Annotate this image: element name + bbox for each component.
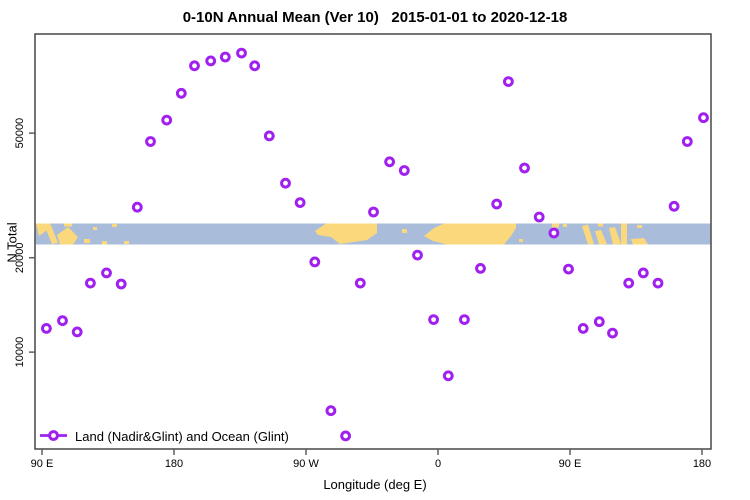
data-point [41, 323, 52, 334]
data-point [325, 405, 337, 417]
y-tick-label: 20000 [14, 242, 26, 273]
x-tick-label: 180 [165, 458, 183, 470]
data-point [459, 314, 470, 326]
data-point [548, 227, 560, 239]
data-point [131, 201, 143, 213]
data-point [354, 277, 366, 289]
y-tick-label: 50000 [14, 118, 26, 149]
data-point [681, 136, 693, 147]
data-point [368, 206, 379, 218]
data-point [263, 130, 275, 142]
chart-title: 0-10N Annual Mean (Ver 10) 2015-01-01 to… [182, 9, 568, 26]
plot-border [34, 33, 712, 450]
data-point [309, 256, 321, 268]
data-point [294, 197, 306, 209]
data-point [652, 277, 664, 289]
data-point [668, 200, 680, 212]
data-point [219, 51, 231, 63]
data-point [280, 177, 291, 189]
data-point [340, 430, 352, 442]
data-point [519, 162, 530, 174]
x-tick-label: 180 [693, 458, 711, 470]
data-point [607, 327, 618, 339]
data-point [491, 198, 503, 210]
data-point [398, 165, 410, 176]
x-axis-title: Longitude (deg E) [323, 477, 427, 492]
data-point [384, 156, 396, 168]
data-point [563, 263, 574, 275]
map-band-land [36, 223, 648, 245]
x-tick-label: 0 [435, 458, 441, 470]
data-point [533, 211, 545, 223]
data-point [175, 87, 187, 99]
data-point [637, 267, 649, 279]
axis-ticks [29, 132, 703, 455]
data-point [249, 60, 261, 72]
data-point [145, 136, 156, 147]
data-points [41, 47, 709, 442]
data-point [236, 47, 247, 59]
data-point [115, 278, 127, 290]
data-point [57, 315, 68, 327]
data-point [503, 76, 514, 87]
data-point [71, 326, 83, 338]
y-tick-label: 10000 [14, 337, 26, 368]
data-point [623, 277, 635, 289]
legend-label: Land (Nadir&Glint) and Ocean (Glint) [75, 429, 289, 444]
data-point [442, 370, 454, 382]
data-point [593, 316, 605, 328]
data-point [698, 112, 709, 124]
x-tick-label: 90 E [559, 458, 582, 470]
legend-marker [40, 430, 67, 441]
data-point [205, 55, 217, 67]
data-point [101, 267, 112, 279]
data-point [428, 314, 440, 326]
data-point [577, 323, 589, 334]
data-point [412, 249, 423, 261]
data-point [85, 277, 96, 289]
x-tick-label: 90 W [293, 458, 319, 470]
data-point [161, 114, 173, 126]
data-point [475, 263, 486, 274]
x-tick-label: 90 E [31, 458, 54, 470]
data-point [189, 60, 200, 72]
axis-tick-labels: 90 E 180 90 W 0 90 E 180 10000 20000 50000 [14, 118, 711, 470]
